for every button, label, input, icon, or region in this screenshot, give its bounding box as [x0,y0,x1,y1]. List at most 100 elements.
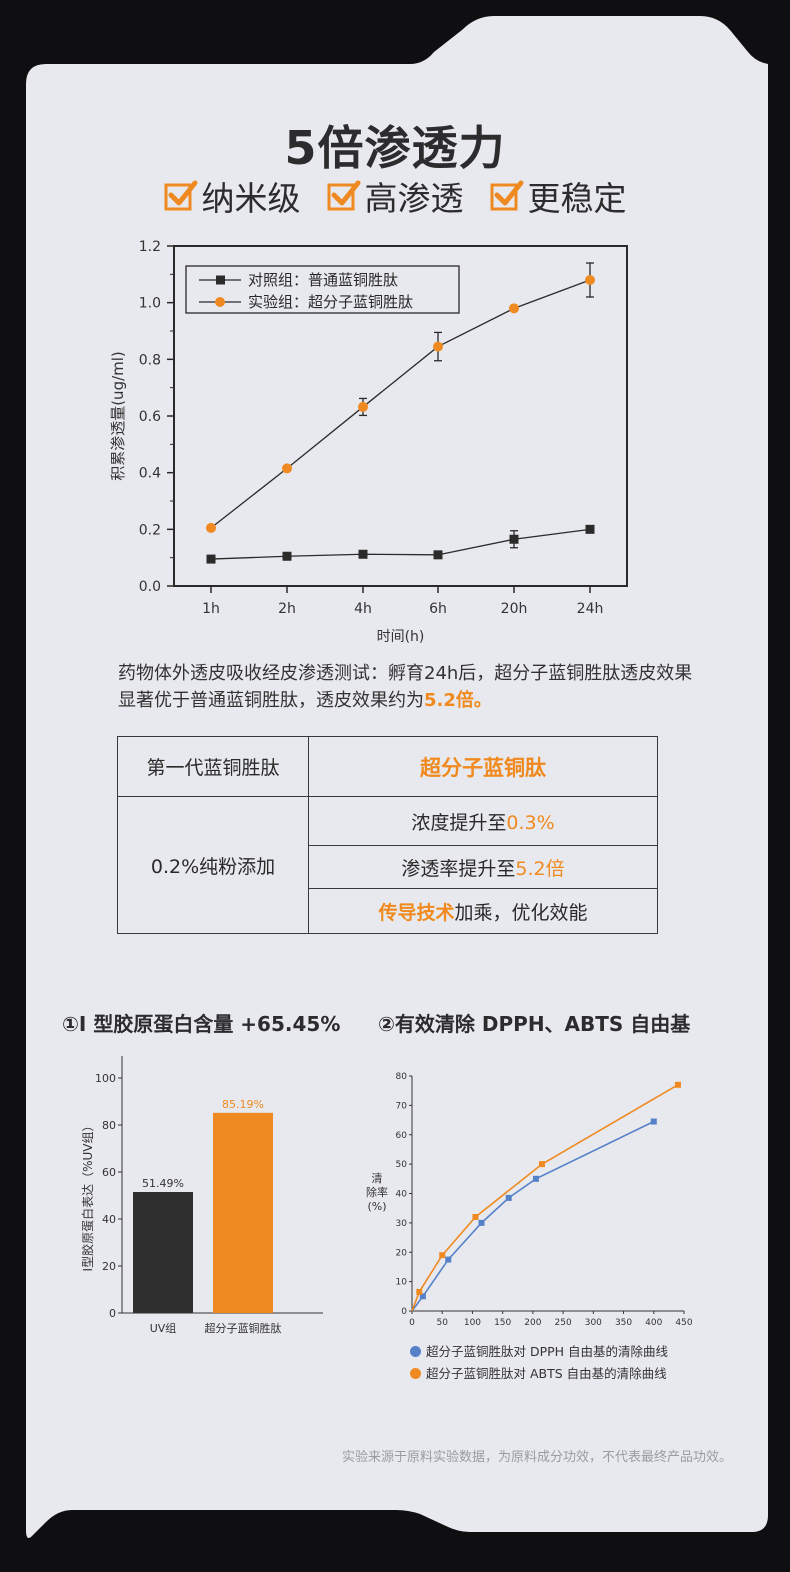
table-row: 第一代蓝铜胜肽 超分子蓝铜肽 [117,736,658,797]
y-tick-label: 0.4 [139,466,161,482]
y-tick-label: 20 [396,1248,408,1258]
data-point [509,534,519,544]
right-header-cell: 超分子蓝铜肽 [308,736,658,797]
permeation-line-chart: 0.0 0.2 0.4 0.6 0.8 1.0 1.2 1h 2h 4h 6h 20h 24h 时间(h)… [109,239,628,645]
y-tick-label: 1.2 [139,239,161,255]
x-tick-label: 24h [577,601,604,617]
right-value-cell: 渗透率提升至5.2倍 [308,845,658,889]
data-point [585,275,595,285]
table-row: 传导技术加乘，优化效能 [118,888,658,934]
y-tick-label: 30 [396,1219,408,1229]
data-point [439,1252,446,1259]
y-axis-label: 积累渗透量(ug/ml) [109,351,127,481]
y-tick-label: 0 [109,1307,116,1320]
y-axis-label: 除率 [366,1185,388,1199]
feature-label: 更稳定 [527,179,627,218]
left-header-cell: 第一代蓝铜胜肽 [117,736,309,797]
footnote: 实验来源于原料实验数据，为原料成分功效，不代表最终产品功效。 [341,1450,732,1465]
x-tick-label: 150 [494,1318,511,1328]
legend-dot-icon [410,1346,421,1357]
row-prefix: 渗透率提升至 [401,857,516,880]
x-tick-label: 100 [464,1318,481,1328]
y-tick-label: 80 [396,1072,408,1082]
y-tick-label: 10 [396,1278,408,1288]
x-tick-label: 2h [278,601,296,617]
y-tick-label: 80 [102,1119,116,1132]
bar [213,1112,273,1313]
page-title: 5倍渗透力 [284,121,506,175]
legend-label: 超分子蓝铜胜肽对 DPPH 自由基的清除曲线 [426,1344,669,1359]
x-tick-label: 超分子蓝铜胜肽 [205,1321,282,1335]
x-tick-label: 300 [585,1318,602,1328]
feature-label: 纳米级 [201,179,301,218]
legend-label: 对照组：普通蓝铜胜肽 [248,271,398,289]
right-value-cell: 浓度提升至0.3% [308,796,658,846]
y-tick-label: 1.0 [139,296,161,312]
x-tick-label: 1h [202,601,220,617]
y-tick-label: 20 [102,1260,116,1273]
checkbox-icon [164,180,197,211]
data-point [282,463,292,474]
description-text: 药物体外透皮吸收经皮渗透测试：孵育24h后，超分子蓝铜胜肽透皮效果显著优于普通蓝… [118,663,693,711]
y-tick-label: 100 [95,1072,116,1085]
feature-item: 更稳定 [490,172,627,220]
data-point [532,1175,539,1182]
y-axis-label: I型胶原蛋白表达（%UV组） [80,1120,95,1272]
abts-legend-entry: 超分子蓝铜胜肽对 ABTS 自由基的清除曲线 [410,1363,667,1382]
data-point [472,1214,479,1220]
y-tick-label: 0.2 [139,522,161,538]
comparison-table: 第一代蓝铜胜肽 超分子蓝铜肽 0.2%纯粉添加 浓度提升至0.3% 渗透率提升至… [117,736,658,934]
y-tick-label: 0.8 [139,352,161,368]
data-point [509,303,519,314]
test-description: 药物体外透皮吸收经皮渗透测试：孵育24h后，超分子蓝铜胜肽透皮效果显著优于普通蓝… [118,660,698,714]
left-value-cell: 0.2%纯粉添加 [117,796,309,934]
y-tick-label: 60 [396,1131,408,1141]
x-tick-label: 250 [555,1318,572,1328]
legend-marker [215,297,225,307]
feature-item: 纳米级 [164,172,301,220]
description-highlight: 5.2倍。 [424,690,492,711]
data-point [674,1081,681,1088]
row-prefix: 浓度提升至 [411,811,507,834]
y-tick-label: 0 [401,1307,407,1317]
checkbox-icon [490,180,523,211]
data-point [416,1288,423,1295]
data-point [445,1256,452,1263]
data-point [206,522,216,533]
x-tick-label: UV组 [150,1321,177,1335]
x-tick-label: 350 [615,1318,632,1328]
dpph-section-title: ②有效清除 DPPH、ABTS 自由基 [378,1012,691,1036]
y-axis-label: (%) [367,1200,386,1213]
series-line [210,279,591,529]
x-tick-label: 50 [436,1318,448,1328]
y-tick-label: 40 [102,1213,116,1226]
y-tick-label: 40 [396,1190,408,1200]
data-point [433,550,443,560]
dpph-legend-entry: 超分子蓝铜胜肽对 DPPH 自由基的清除曲线 [410,1341,668,1360]
feature-item: 高渗透 [327,172,464,220]
data-point [358,549,368,559]
row-value: 0.3% [506,811,555,834]
collagen-bar-chart: 0 20 40 60 80 100 I型胶原蛋白表达（%UV组） 51.49% UV组 85.19… [80,1056,323,1335]
scavenging-line-chart: 0 10 20 30 40 50 60 70 80 0 50 100 150 200 250 300 350 40… [366,1072,693,1328]
data-point [505,1194,512,1201]
data-point [358,401,368,412]
feature-list: 纳米级 高渗透 更稳定 [0,172,790,220]
x-tick-label: 200 [524,1318,541,1328]
series-line [210,528,591,560]
data-point [282,551,292,561]
right-value-cell: 传导技术加乘，优化效能 [308,888,658,934]
x-tick-label: 400 [645,1318,662,1328]
row-value: 传导技术 [378,901,455,924]
series-line [411,1120,655,1312]
row-suffix: 加乘，优化效能 [454,901,588,924]
x-tick-label: 0 [409,1318,415,1328]
legend-dot-icon [410,1368,421,1379]
y-tick-label: 0.6 [139,409,161,425]
legend-marker [216,275,225,285]
row-value: 5.2倍 [515,857,565,880]
checkbox-icon [327,180,360,211]
data-point [585,524,595,534]
collagen-section-title: ①I 型胶原蛋白含量 +65.45% [62,1012,341,1036]
feature-label: 高渗透 [364,179,464,218]
